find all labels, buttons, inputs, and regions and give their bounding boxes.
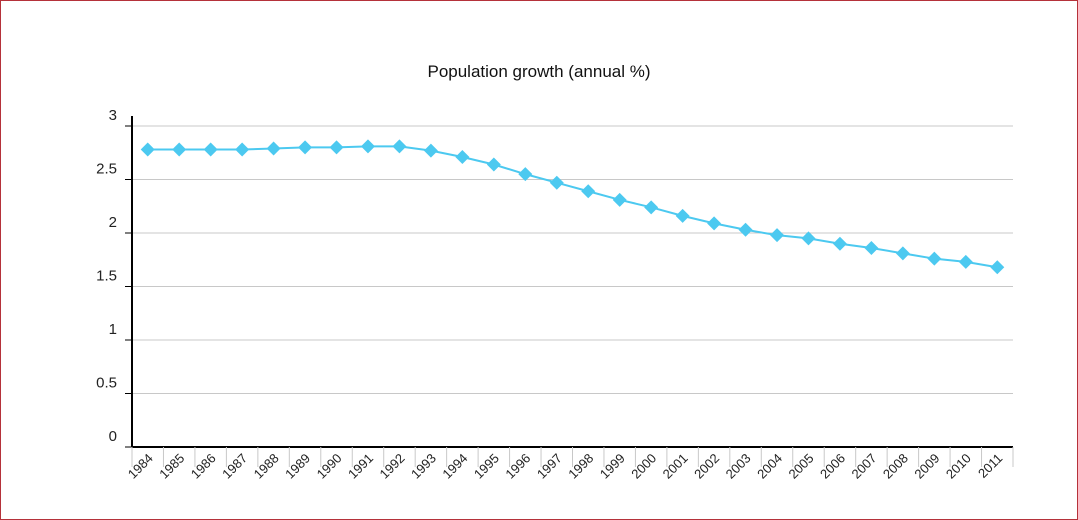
- x-tick-label: 1995: [471, 451, 502, 482]
- x-tick-label: 2007: [848, 451, 879, 482]
- x-tick-label: 1997: [534, 451, 565, 482]
- data-point: [266, 141, 281, 156]
- data-point: [612, 192, 627, 207]
- x-tick-label: 1998: [565, 451, 596, 482]
- data-point: [801, 231, 816, 246]
- data-point: [644, 200, 659, 215]
- x-tick-label: 1993: [408, 451, 439, 482]
- x-tick-label: 1992: [377, 451, 408, 482]
- data-point: [770, 228, 785, 243]
- y-tick-label: 2.5: [96, 161, 117, 178]
- x-tick-label: 1996: [502, 451, 533, 482]
- x-tick-label: 2011: [975, 451, 1005, 481]
- x-tick-label: 2005: [786, 451, 817, 482]
- data-point: [360, 139, 375, 154]
- x-tick-label: 1988: [251, 451, 282, 482]
- data-point: [958, 254, 973, 269]
- x-tick-label: 2010: [943, 451, 974, 482]
- x-tick-label: 2008: [880, 451, 911, 482]
- data-point: [423, 143, 438, 158]
- data-point: [990, 260, 1005, 275]
- data-point: [675, 208, 690, 223]
- y-tick-label: 0: [109, 428, 117, 445]
- series-layer: [140, 139, 1005, 275]
- series-line: [147, 145, 998, 269]
- data-point: [392, 139, 407, 154]
- x-tick-label: 2000: [628, 451, 659, 482]
- data-point: [549, 175, 564, 190]
- x-tick-label: 2001: [660, 451, 691, 482]
- x-tick-label: 1986: [188, 451, 219, 482]
- x-tick-label: 1984: [125, 451, 156, 482]
- data-point: [707, 216, 722, 231]
- data-point: [832, 236, 847, 251]
- data-point: [329, 140, 344, 155]
- y-tick-label: 1: [109, 321, 117, 338]
- x-tick-label: 1991: [345, 451, 376, 482]
- data-point: [864, 240, 879, 255]
- data-point: [172, 142, 187, 157]
- x-tick-label: 1999: [597, 451, 628, 482]
- x-tick-label: 2002: [691, 451, 722, 482]
- data-point: [203, 142, 218, 157]
- data-point: [486, 157, 501, 172]
- y-tick-label: 0.5: [96, 375, 117, 392]
- y-tick-label: 3: [109, 107, 117, 124]
- x-tick-label: 2004: [754, 451, 785, 482]
- data-point: [518, 167, 533, 182]
- data-point: [581, 184, 596, 199]
- x-tick-label: 2009: [911, 451, 942, 482]
- chart-title: Population growth (annual %): [427, 62, 651, 81]
- x-tick-label: 1989: [282, 451, 313, 482]
- x-tick-label: 1990: [314, 451, 345, 482]
- x-tick-label: 1994: [439, 451, 470, 482]
- data-point: [140, 142, 155, 157]
- axes: [131, 116, 1013, 448]
- gridlines: [132, 125, 1013, 394]
- y-tick-label: 2: [109, 214, 117, 231]
- x-tick-label: 2006: [817, 451, 848, 482]
- x-tick-label: 1985: [156, 451, 187, 482]
- data-point: [298, 140, 313, 155]
- y-axis-ticks: 0 0.5 1 1.5 2 2.5 3: [96, 107, 132, 448]
- data-point: [738, 222, 753, 237]
- x-tick-label: 2003: [723, 451, 754, 482]
- data-point: [455, 150, 470, 165]
- x-axis-ticks: 1984 1985 1986 1987 1988 1989 1990 1991 1992 1993…: [125, 447, 1014, 482]
- data-point: [235, 142, 250, 157]
- y-tick-label: 1.5: [96, 268, 117, 285]
- x-tick-label: 1987: [219, 451, 250, 482]
- data-point: [895, 246, 910, 261]
- data-point: [927, 251, 942, 266]
